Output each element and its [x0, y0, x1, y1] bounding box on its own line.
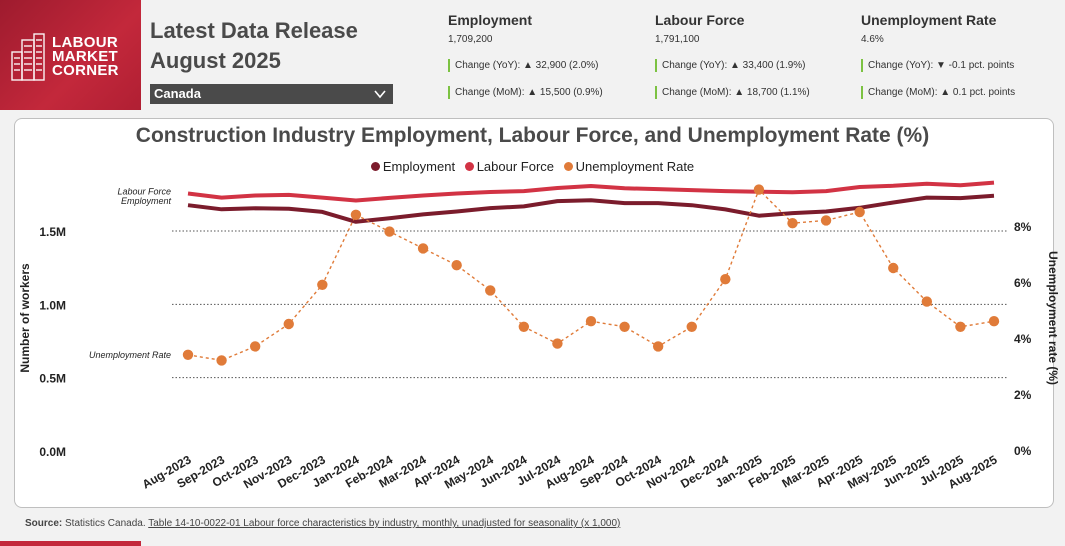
stat-value: 1,709,200	[448, 34, 493, 45]
brand-name: LABOUR MARKET CORNER	[52, 34, 119, 79]
chevron-down-icon	[374, 90, 386, 99]
data-point-unemployment-rate	[854, 206, 865, 218]
chart-card	[14, 118, 1054, 508]
legend-label: Labour Force	[476, 159, 555, 174]
y-tick-label-left: 1.5M	[39, 225, 66, 239]
series-line-labour-force	[187, 180, 995, 203]
legend-item-unemployment-rate[interactable]: Unemployment Rate	[563, 159, 695, 174]
data-point-unemployment-rate	[350, 209, 362, 220]
legend-dot-unemployment-rate	[563, 162, 573, 171]
data-point-unemployment-rate	[552, 338, 563, 349]
y-axis-title-right: Unemployment rate (%)	[1046, 251, 1060, 385]
brand-line-1: LABOUR	[52, 34, 118, 51]
data-point-unemployment-rate	[955, 321, 966, 332]
y-tick-label-right: 6%	[1014, 276, 1032, 290]
data-point-unemployment-rate	[249, 341, 261, 352]
data-point-unemployment-rate	[921, 296, 933, 307]
data-point-unemployment-rate	[619, 321, 630, 332]
stat-labour-force: Labour Force 1,791,100 Change (YoY): ▲ 3…	[655, 12, 855, 99]
source-text: Statistics Canada.	[65, 518, 146, 529]
legend-dot-labour-force	[464, 162, 474, 171]
y-tick-label-right: 4%	[1014, 332, 1032, 346]
stat-change-mom: Change (MoM): ▲ 0.1 pct. points	[861, 86, 1015, 99]
data-point-unemployment-rate	[820, 215, 832, 226]
data-point-unemployment-rate	[518, 321, 530, 332]
y-tick-label-left: 0.0M	[39, 445, 66, 459]
bottom-accent-bar	[0, 541, 141, 546]
series-line-unemployment-rate	[187, 188, 995, 362]
chart-title: Construction Industry Employment, Labour…	[135, 124, 930, 147]
inline-label-labour-force: Labour Force	[117, 186, 171, 196]
brand-line-3: CORNER	[52, 62, 119, 79]
data-point-unemployment-rate	[384, 226, 395, 237]
geography-dropdown[interactable]: Canada	[150, 84, 393, 104]
data-point-unemployment-rate	[720, 274, 731, 285]
data-point-unemployment-rate	[417, 243, 429, 254]
data-point-unemployment-rate	[451, 260, 462, 271]
data-point-unemployment-rate	[485, 285, 496, 296]
data-point-unemployment-rate	[283, 318, 294, 330]
inline-label-unemployment-rate: Unemployment Rate	[89, 350, 171, 360]
data-point-unemployment-rate	[988, 316, 1000, 327]
brand-line-2: MARKET	[52, 48, 118, 65]
legend-item-employment[interactable]: Employment	[370, 159, 456, 174]
data-point-unemployment-rate	[182, 349, 194, 360]
chart-legend[interactable]: Employment Labour Force Unemployment Rat…	[0, 159, 1065, 174]
release-title: Latest Data Release August 2025	[150, 16, 358, 76]
data-point-unemployment-rate	[317, 279, 328, 290]
source-note: Source: Statistics Canada. Table 14-10-0…	[25, 518, 620, 529]
data-point-unemployment-rate	[888, 262, 899, 274]
stat-value: 1,791,100	[655, 34, 700, 45]
buildings-icon	[11, 33, 45, 81]
source-link[interactable]: Table 14-10-0022-01 Labour force charact…	[148, 518, 621, 529]
series-line-employment	[187, 193, 995, 224]
stat-employment: Employment 1,709,200 Change (YoY): ▲ 32,…	[448, 12, 648, 99]
release-line-1: Latest Data Release	[150, 18, 358, 43]
data-point-unemployment-rate	[216, 355, 227, 366]
geography-selected-value: Canada	[154, 86, 201, 101]
y-tick-label-left: 0.5M	[39, 372, 66, 386]
stat-change-yoy: Change (YoY): ▲ 33,400 (1.9%)	[655, 59, 806, 72]
data-point-unemployment-rate	[686, 321, 697, 332]
legend-item-labour-force[interactable]: Labour Force	[464, 159, 555, 174]
release-line-2: August 2025	[150, 48, 281, 73]
y-tick-label-left: 1.0M	[39, 298, 66, 312]
data-point-unemployment-rate	[787, 218, 798, 229]
y-tick-label-right: 2%	[1014, 388, 1032, 402]
legend-dot-employment	[370, 162, 380, 171]
stat-title: Employment	[448, 12, 533, 28]
stat-change-mom: Change (MoM): ▲ 15,500 (0.9%)	[448, 86, 603, 99]
inline-label-employment: Employment	[121, 196, 172, 206]
source-label: Source:	[25, 518, 63, 529]
y-axis-title-left: Number of workers	[18, 263, 32, 373]
data-point-unemployment-rate	[753, 184, 765, 195]
stat-change-mom: Change (MoM): ▲ 18,700 (1.1%)	[655, 86, 810, 99]
data-point-unemployment-rate	[585, 316, 597, 327]
legend-label: Unemployment Rate	[575, 159, 695, 174]
stat-change-yoy: Change (YoY): ▼ -0.1 pct. points	[861, 59, 1014, 72]
y-tick-label-right: 8%	[1014, 220, 1032, 234]
brand-logo[interactable]: LABOUR MARKET CORNER	[0, 0, 141, 110]
y-tick-label-right: 0%	[1014, 444, 1032, 458]
stat-value: 4.6%	[861, 34, 884, 45]
data-point-unemployment-rate	[652, 341, 664, 352]
stat-title: Unemployment Rate	[861, 12, 997, 28]
legend-label: Employment	[382, 159, 456, 174]
stat-unemployment-rate: Unemployment Rate 4.6% Change (YoY): ▼ -…	[861, 12, 1061, 99]
stat-change-yoy: Change (YoY): ▲ 32,900 (2.0%)	[448, 59, 599, 72]
stat-title: Labour Force	[655, 12, 745, 28]
